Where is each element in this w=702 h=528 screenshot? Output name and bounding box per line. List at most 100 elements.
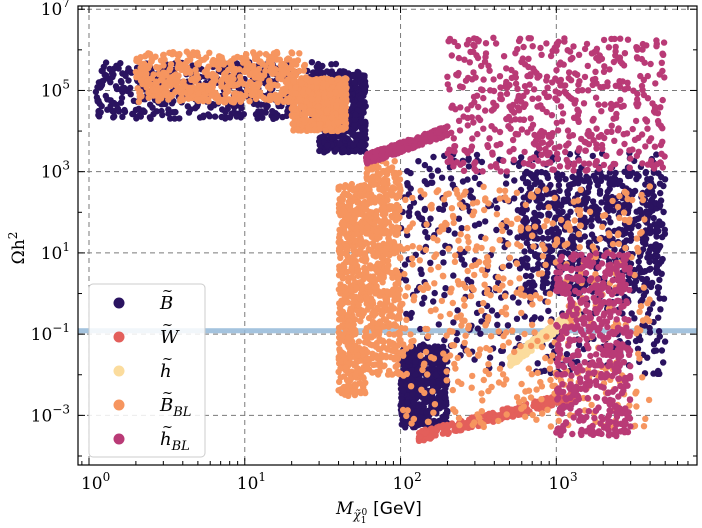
data-point (308, 59, 316, 66)
data-point (631, 187, 639, 195)
data-point (183, 48, 190, 55)
data-point (341, 208, 348, 215)
data-point (337, 358, 344, 365)
data-point (529, 216, 537, 223)
data-point (509, 294, 517, 301)
data-point (203, 66, 211, 73)
data-point (361, 130, 369, 138)
data-point (296, 50, 303, 57)
data-point (450, 272, 457, 279)
data-point (184, 57, 191, 65)
data-point (403, 310, 410, 318)
data-point (352, 330, 359, 338)
data-point (252, 68, 259, 76)
data-point (94, 84, 101, 91)
data-point (125, 77, 132, 84)
data-point (176, 50, 183, 58)
data-point (336, 347, 343, 354)
data-point (103, 72, 110, 79)
data-point (493, 226, 500, 234)
data-point (342, 75, 349, 82)
data-point (237, 97, 245, 105)
data-point (631, 315, 638, 322)
data-point (121, 106, 128, 114)
data-point (401, 261, 409, 268)
data-point (204, 96, 212, 104)
data-point (359, 72, 366, 79)
data-point (469, 195, 476, 202)
data-point (254, 101, 261, 109)
data-point (108, 69, 116, 77)
data-point (635, 222, 642, 230)
data-point (356, 101, 363, 108)
data-point (448, 420, 456, 427)
data-point (328, 114, 335, 121)
data-point (348, 198, 355, 205)
data-point (655, 314, 662, 321)
data-point (596, 187, 604, 194)
data-point (218, 54, 225, 61)
data-point (344, 299, 352, 306)
data-point (211, 113, 219, 120)
data-point (442, 285, 449, 292)
data-point (486, 354, 494, 361)
data-point (249, 81, 256, 88)
data-point (193, 60, 201, 68)
data-point (445, 226, 452, 234)
data-point (632, 278, 640, 285)
data-point (537, 315, 545, 322)
data-point (431, 289, 438, 297)
data-point (437, 390, 444, 398)
data-point (414, 210, 421, 217)
data-point (292, 84, 299, 91)
data-point (316, 121, 323, 128)
data-point (429, 379, 436, 386)
data-point (168, 93, 175, 100)
data-point (341, 147, 348, 155)
data-point (417, 325, 424, 333)
data-point (404, 168, 411, 175)
data-point (112, 83, 120, 90)
data-point (606, 180, 613, 187)
data-point (155, 64, 163, 71)
relic-density-band (78, 328, 697, 334)
data-point (360, 375, 367, 382)
data-point (565, 182, 573, 189)
data-point (187, 69, 194, 77)
data-point (592, 204, 599, 212)
data-point (166, 77, 173, 84)
data-point (292, 90, 299, 97)
data-point (346, 377, 354, 384)
data-point (495, 412, 502, 419)
data-point (462, 424, 470, 431)
data-point (583, 218, 590, 225)
data-point (237, 91, 244, 98)
data-point (96, 113, 103, 120)
data-point (531, 180, 539, 188)
data-point (205, 111, 212, 118)
data-point (558, 237, 566, 244)
data-point (137, 64, 144, 72)
data-point (95, 97, 102, 104)
data-point (323, 106, 331, 114)
data-point (290, 77, 297, 84)
data-point (589, 198, 597, 205)
data-point (627, 237, 634, 244)
data-point (407, 203, 414, 211)
data-point (274, 112, 281, 119)
data-point (269, 108, 276, 115)
data-point (656, 295, 663, 302)
data-point (222, 108, 229, 116)
data-point (635, 258, 642, 265)
data-point (266, 84, 274, 91)
data-point (320, 149, 328, 156)
data-point (243, 87, 251, 94)
data-point (652, 258, 659, 265)
data-point (424, 234, 431, 241)
data-point (555, 182, 563, 189)
data-point (430, 298, 437, 305)
data-point (653, 225, 661, 232)
data-point (575, 341, 583, 349)
data-point (438, 174, 446, 181)
data-point (345, 311, 352, 318)
